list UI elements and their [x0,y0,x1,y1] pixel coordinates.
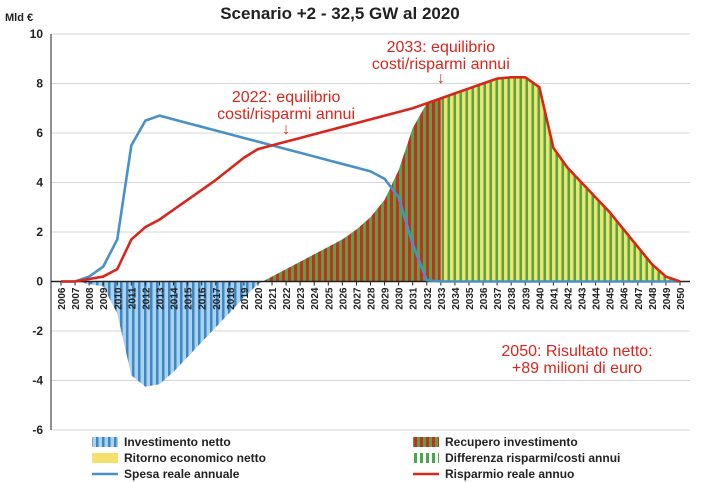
x-tick-label: 2016 [198,287,209,310]
legend-swatch-green-hatch [413,453,439,463]
area-ritorno-economico-netto [440,78,680,282]
x-tick-label: 2024 [310,287,321,310]
x-tick-label: 2020 [254,287,265,310]
x-tick-label: 2034 [451,287,462,310]
x-tick-label: 2012 [141,287,152,310]
x-tick-label: 2028 [367,287,378,310]
x-tick-label: 2023 [296,287,307,310]
series-line-spesa-reale-annuale [61,114,680,283]
y-tick-label: 8 [36,77,43,91]
y-tick-label: 6 [36,126,43,140]
x-tick-label: 2007 [71,287,82,310]
legend: Investimento netto Recupero investimento R… [92,435,620,481]
x-tick-label: 2027 [352,287,363,310]
x-tick-label: 2019 [240,287,251,310]
legend-label: Risparmio reale annuo [445,467,574,481]
legend-label: Spesa reale annuale [124,467,240,481]
series-line-risparmio-reale-annuo [61,76,681,283]
y-axis-unit: Mld € [5,12,33,24]
legend-label: Differenza risparmi/costi annui [445,451,620,465]
x-tick-label: 2040 [535,287,546,310]
y-tick-label: -4 [32,374,43,388]
x-tick-label: 2029 [381,287,392,310]
x-tick-label: 2038 [507,287,518,310]
legend-label: Ritorno economico netto [124,451,266,465]
x-tick-label: 2032 [423,287,434,310]
x-tick-label: 2026 [338,287,349,310]
x-tick-label: 2018 [226,287,237,310]
x-tick-label: 2043 [578,287,589,310]
x-tick-label: 2021 [268,287,279,310]
annotation-line1: 2022: equilibrio [232,89,341,106]
line-layer [61,76,681,283]
annotation-arrow: ↓ [282,121,290,138]
x-tick-label: 2035 [465,287,476,310]
y-tick-label: 0 [36,275,43,289]
annotation-line1: 2033: equilibrio [387,39,496,56]
x-tick-label: 2015 [184,287,195,310]
x-tick-label: 2009 [99,287,110,310]
annotation-arrow: ↓ [437,70,445,87]
x-tick-label: 2031 [409,287,420,310]
x-tick-label: 2010 [113,287,124,310]
x-tick-label: 2050 [676,287,687,310]
x-tick-label: 2017 [212,287,223,310]
x-tick-label: 2030 [395,287,406,310]
annotation-line2: costi/risparmi annui [372,56,510,73]
x-tick-label: 2037 [493,287,504,310]
x-tick-label: 2011 [127,287,138,309]
area-layer [61,78,680,387]
x-tick-label: 2045 [606,287,617,310]
x-tick-label: 2048 [648,287,659,310]
x-tick-label: 2042 [563,287,574,310]
legend-swatch-red-hatch [413,437,439,447]
y-tick-label: 2 [36,225,43,239]
chart-title: Scenario +2 - 32,5 GW al 2020 [220,4,460,23]
legend-label: Recupero investimento [445,435,578,449]
x-tick-label: 2025 [324,287,335,310]
legend-swatch-blue-hatch [92,437,118,447]
y-tick-label: -6 [32,423,43,437]
x-tick-label: 2014 [170,287,181,310]
annotation-line1: 2050: Risultato netto: [501,343,652,360]
x-tick-label: 2039 [521,287,532,310]
legend-swatch-yellow [92,453,118,463]
annotation-line2: costi/risparmi annui [217,106,355,123]
x-tick-label: 2044 [592,287,603,310]
area-investimento-netto [61,281,680,387]
x-tick-label: 2033 [437,287,448,310]
x-tick-label: 2047 [634,287,645,310]
x-tick-label: 2022 [282,287,293,310]
y-tick-label: -2 [32,324,43,338]
y-tick-label: 4 [36,176,43,190]
area-recupero-investimento [61,98,441,282]
legend-label: Investimento netto [124,435,231,449]
x-tick-label: 2041 [549,287,560,310]
y-tick-label: 10 [30,27,44,41]
x-tick-label: 2049 [662,287,673,310]
x-tick-label: 2006 [57,287,68,310]
x-tick-label: 2046 [620,287,631,310]
x-tick-label: 2008 [85,287,96,310]
annotation-line2: +89 milioni di euro [512,360,642,377]
x-tick-label: 2036 [479,287,490,310]
x-tick-label: 2013 [155,287,166,310]
